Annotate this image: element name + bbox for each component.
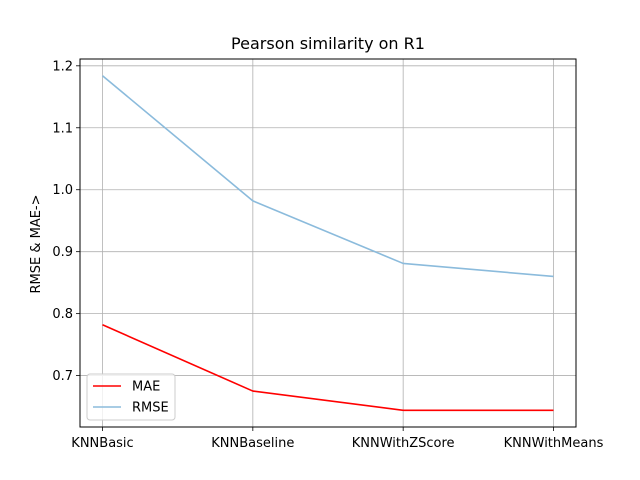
y-tick-label: 0.9 (52, 245, 73, 260)
y-tick-label: 0.8 (52, 307, 73, 322)
x-tick-label: KNNWithZScore (352, 436, 455, 451)
grid (80, 59, 576, 427)
legend-label-mae: MAE (132, 380, 160, 395)
chart-title: Pearson similarity on R1 (231, 34, 425, 53)
legend-label-rmse: RMSE (132, 401, 169, 416)
y-tick-label: 1.2 (52, 59, 73, 74)
legend: MAE RMSE (86, 373, 176, 421)
x-tick-label: KNNBaseline (211, 436, 294, 451)
y-tick-label: 1.0 (52, 183, 73, 198)
x-tick-label: KNNBasic (71, 436, 133, 451)
series-line-rmse (101, 75, 554, 278)
y-tick-label: 0.7 (52, 369, 73, 384)
axis-ticks: KNNBasic KNNBaseline KNNWithZScore KNNWithM… (52, 59, 603, 451)
series-line-mae (102, 324, 554, 412)
x-tick-label: KNNWithMeans (504, 436, 604, 451)
plot-frame (79, 58, 577, 428)
y-axis-label: RMSE & MAE-> (29, 194, 44, 293)
series-lines (101, 75, 554, 412)
y-tick-label: 1.1 (52, 121, 73, 136)
